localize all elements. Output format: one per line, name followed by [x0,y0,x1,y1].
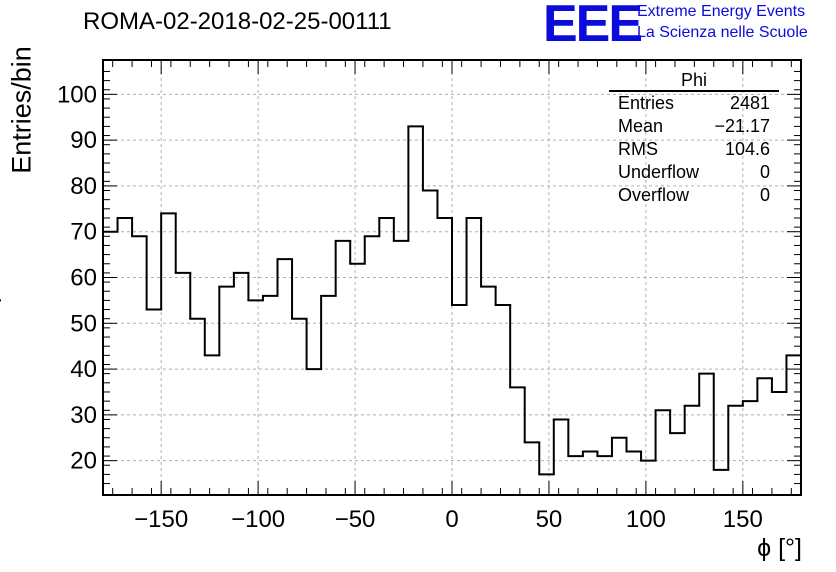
y-tick-label: 80 [70,173,97,200]
y-tick-label: 50 [70,310,97,337]
stat-name: Entries [618,93,675,113]
y-tick-label: 30 [70,402,97,429]
stat-name: Overflow [618,185,690,205]
x-axis-label: ϕ [°] [757,534,802,562]
stat-value: 0 [759,185,770,205]
stats-title: Phi [609,70,779,92]
stat-name: Underflow [618,162,700,182]
stats-row-entries: Entries 2481 [609,92,779,115]
stats-box: Phi Entries 2481 Mean −21.17 RMS 104.6 U… [609,70,779,207]
stat-name: RMS [618,139,658,159]
x-tick-label: 50 [536,506,563,533]
y-tick-label: 60 [70,265,97,292]
x-tick-label: −100 [231,506,285,533]
y-tick-label: 20 [70,448,97,475]
stat-value: 2481 [729,93,770,113]
stat-value: 104.6 [724,139,770,159]
stats-row-underflow: Underflow 0 [609,161,779,184]
y-tick-label: 90 [70,127,97,154]
stat-value: 0 [759,162,770,182]
stats-row-mean: Mean −21.17 [609,115,779,138]
x-tick-label: −150 [134,506,188,533]
y-tick-label: 40 [70,356,97,383]
plot-frame [102,59,802,496]
stats-row-overflow: Overflow 0 [609,184,779,207]
y-axis-label: Entries/bin [6,46,37,174]
stat-name: Mean [618,116,664,136]
run-title: ROMA-02-2018-02-25-00111 [83,8,392,35]
x-tick-label: 100 [626,506,666,533]
x-tick-label: 0 [445,506,458,533]
logo-line-2: La Scienza nelle Scuole [637,24,808,41]
eee-logo-letters: EEE [543,0,643,53]
x-tick-label: 150 [723,506,763,533]
x-tick-label: −50 [335,506,376,533]
logo-line-1: Extreme Energy Events [637,3,806,20]
y-tick-label: 100 [57,81,97,108]
stats-row-rms: RMS 104.6 [609,138,779,161]
y-tick-label: 70 [70,219,97,246]
stat-value: −21.17 [714,116,770,136]
